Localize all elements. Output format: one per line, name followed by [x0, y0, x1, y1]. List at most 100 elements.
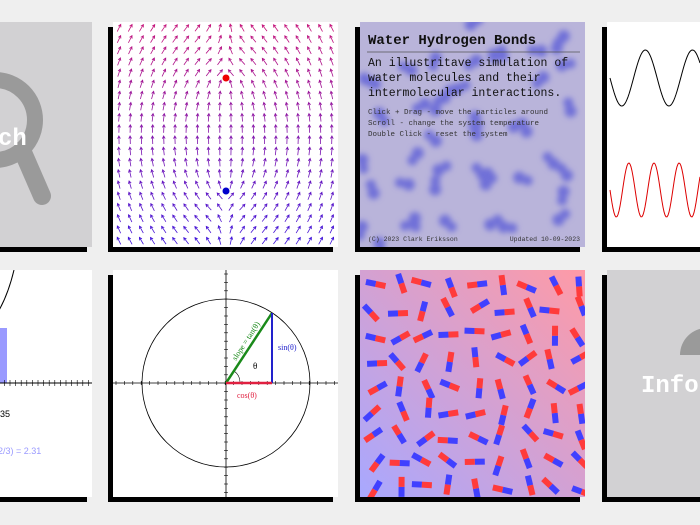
shape — [307, 34, 312, 43]
shape — [318, 225, 323, 234]
rect — [376, 380, 388, 391]
shape — [261, 24, 268, 32]
shape — [172, 57, 178, 66]
rect — [527, 398, 537, 410]
rect — [468, 431, 480, 441]
rect — [500, 404, 509, 416]
shape — [161, 68, 167, 77]
shape — [184, 146, 188, 156]
info-card[interactable]: Info — [607, 270, 700, 497]
rect — [497, 388, 506, 400]
shape — [273, 57, 279, 66]
shape — [307, 90, 311, 100]
shape — [329, 101, 334, 111]
magnets-card[interactable] — [360, 270, 592, 500]
shape — [228, 203, 234, 211]
unit-circle-card[interactable]: slope = tan(θ) sin(θ) cos(θ) θ — [113, 270, 338, 497]
shape — [295, 236, 301, 245]
waves-card[interactable] — [607, 22, 700, 247]
shape — [285, 168, 290, 178]
shape — [206, 236, 212, 245]
shape — [184, 157, 188, 167]
shape — [117, 101, 122, 111]
shape — [306, 23, 312, 32]
shape — [183, 68, 189, 77]
shape — [318, 68, 323, 77]
rect — [525, 350, 538, 361]
shape — [183, 35, 190, 43]
shape — [238, 58, 246, 65]
shape — [127, 202, 133, 212]
shape — [239, 192, 246, 200]
rect — [517, 355, 530, 367]
shape — [218, 101, 222, 111]
circle — [365, 179, 376, 190]
shape — [173, 123, 177, 133]
rect — [445, 361, 453, 373]
shape — [307, 214, 312, 223]
integral-card[interactable]: 35 2/3) = 2.31 — [0, 270, 92, 497]
shape — [207, 101, 211, 111]
shape — [151, 112, 155, 122]
shape — [295, 46, 301, 55]
rect — [471, 478, 479, 490]
shape — [128, 101, 133, 111]
water-card[interactable]: Water Hydrogen Bonds An illustritave sim… — [355, 15, 585, 257]
shape — [161, 225, 167, 234]
shape — [229, 157, 233, 167]
shape — [161, 46, 167, 55]
circle — [527, 45, 538, 56]
shape — [318, 90, 322, 100]
shape — [229, 112, 233, 122]
rect — [366, 360, 378, 367]
shape — [139, 79, 144, 88]
circle — [522, 175, 533, 186]
rect — [448, 331, 459, 338]
rect — [437, 436, 448, 444]
shape — [173, 146, 177, 156]
shape — [150, 68, 155, 77]
shape — [217, 46, 223, 55]
shape — [139, 112, 144, 122]
shape — [138, 236, 144, 245]
shape — [150, 157, 155, 167]
shape — [217, 236, 222, 245]
rect — [546, 358, 555, 370]
shape — [284, 236, 290, 245]
rect — [421, 378, 432, 391]
shape — [330, 180, 334, 189]
shape — [150, 46, 155, 55]
shape — [228, 57, 234, 66]
shape — [273, 214, 279, 222]
rect — [466, 281, 478, 289]
circle — [535, 45, 548, 58]
search-card[interactable]: ch — [0, 22, 92, 247]
shape — [172, 180, 177, 189]
shape — [318, 101, 323, 111]
rect — [372, 479, 383, 492]
shape — [173, 135, 177, 145]
shape — [205, 35, 212, 43]
description: intermolecular interactions. — [368, 87, 561, 100]
shape — [128, 112, 133, 122]
shape — [150, 236, 156, 245]
circle — [507, 223, 518, 234]
rect — [464, 458, 475, 465]
rect — [398, 282, 408, 294]
rect — [397, 310, 409, 317]
shape — [239, 46, 246, 54]
rect — [376, 359, 388, 367]
shape — [239, 225, 245, 234]
shape — [273, 123, 278, 133]
rect — [448, 286, 458, 298]
shape — [173, 79, 178, 88]
shape — [161, 146, 166, 156]
shape — [318, 202, 323, 212]
rect — [500, 329, 512, 338]
shape — [172, 191, 178, 200]
vector-field-card[interactable] — [113, 22, 338, 247]
rect — [447, 409, 459, 417]
shape — [172, 214, 178, 222]
updated: Updated 10-09-2023 — [510, 236, 580, 243]
rect — [578, 349, 585, 360]
